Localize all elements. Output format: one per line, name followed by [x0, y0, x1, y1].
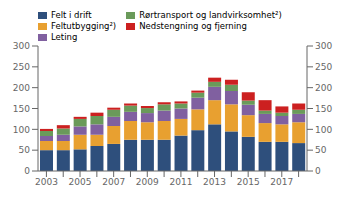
svg-text:2003: 2003 [35, 177, 58, 187]
svg-text:300: 300 [315, 41, 332, 51]
svg-text:250: 250 [315, 62, 332, 72]
svg-text:200: 200 [13, 83, 30, 93]
svg-text:2015: 2015 [237, 177, 260, 187]
svg-text:250: 250 [13, 62, 30, 72]
svg-text:300: 300 [13, 41, 30, 51]
svg-text:2013: 2013 [203, 177, 226, 187]
svg-text:100: 100 [315, 125, 332, 135]
html-text:Leting: Leting [51, 32, 78, 42]
svg-text:2005: 2005 [69, 177, 92, 187]
html-text:Rørtransport og landvirksomhet: Rørtransport og landvirksomhet²) [139, 10, 282, 20]
svg-text:100: 100 [13, 125, 30, 135]
svg-text:150: 150 [13, 104, 30, 114]
html-text:Felt i drift: Felt i drift [51, 10, 92, 20]
svg-text:2011: 2011 [169, 177, 192, 187]
svg-text:50: 50 [19, 145, 31, 155]
html-text:Nedstengning og fjerning: Nedstengning og fjerning [139, 21, 247, 31]
svg-text:200: 200 [315, 83, 332, 93]
svg-text:2009: 2009 [136, 177, 159, 187]
svg-text:2017: 2017 [270, 177, 293, 187]
svg-text:150: 150 [315, 104, 332, 114]
svg-text:2007: 2007 [102, 177, 125, 187]
html-text:Feltutbygging²): Feltutbygging²) [51, 21, 117, 31]
svg-text:50: 50 [315, 145, 327, 155]
svg-text:0: 0 [315, 166, 321, 176]
svg-text:0: 0 [24, 166, 30, 176]
